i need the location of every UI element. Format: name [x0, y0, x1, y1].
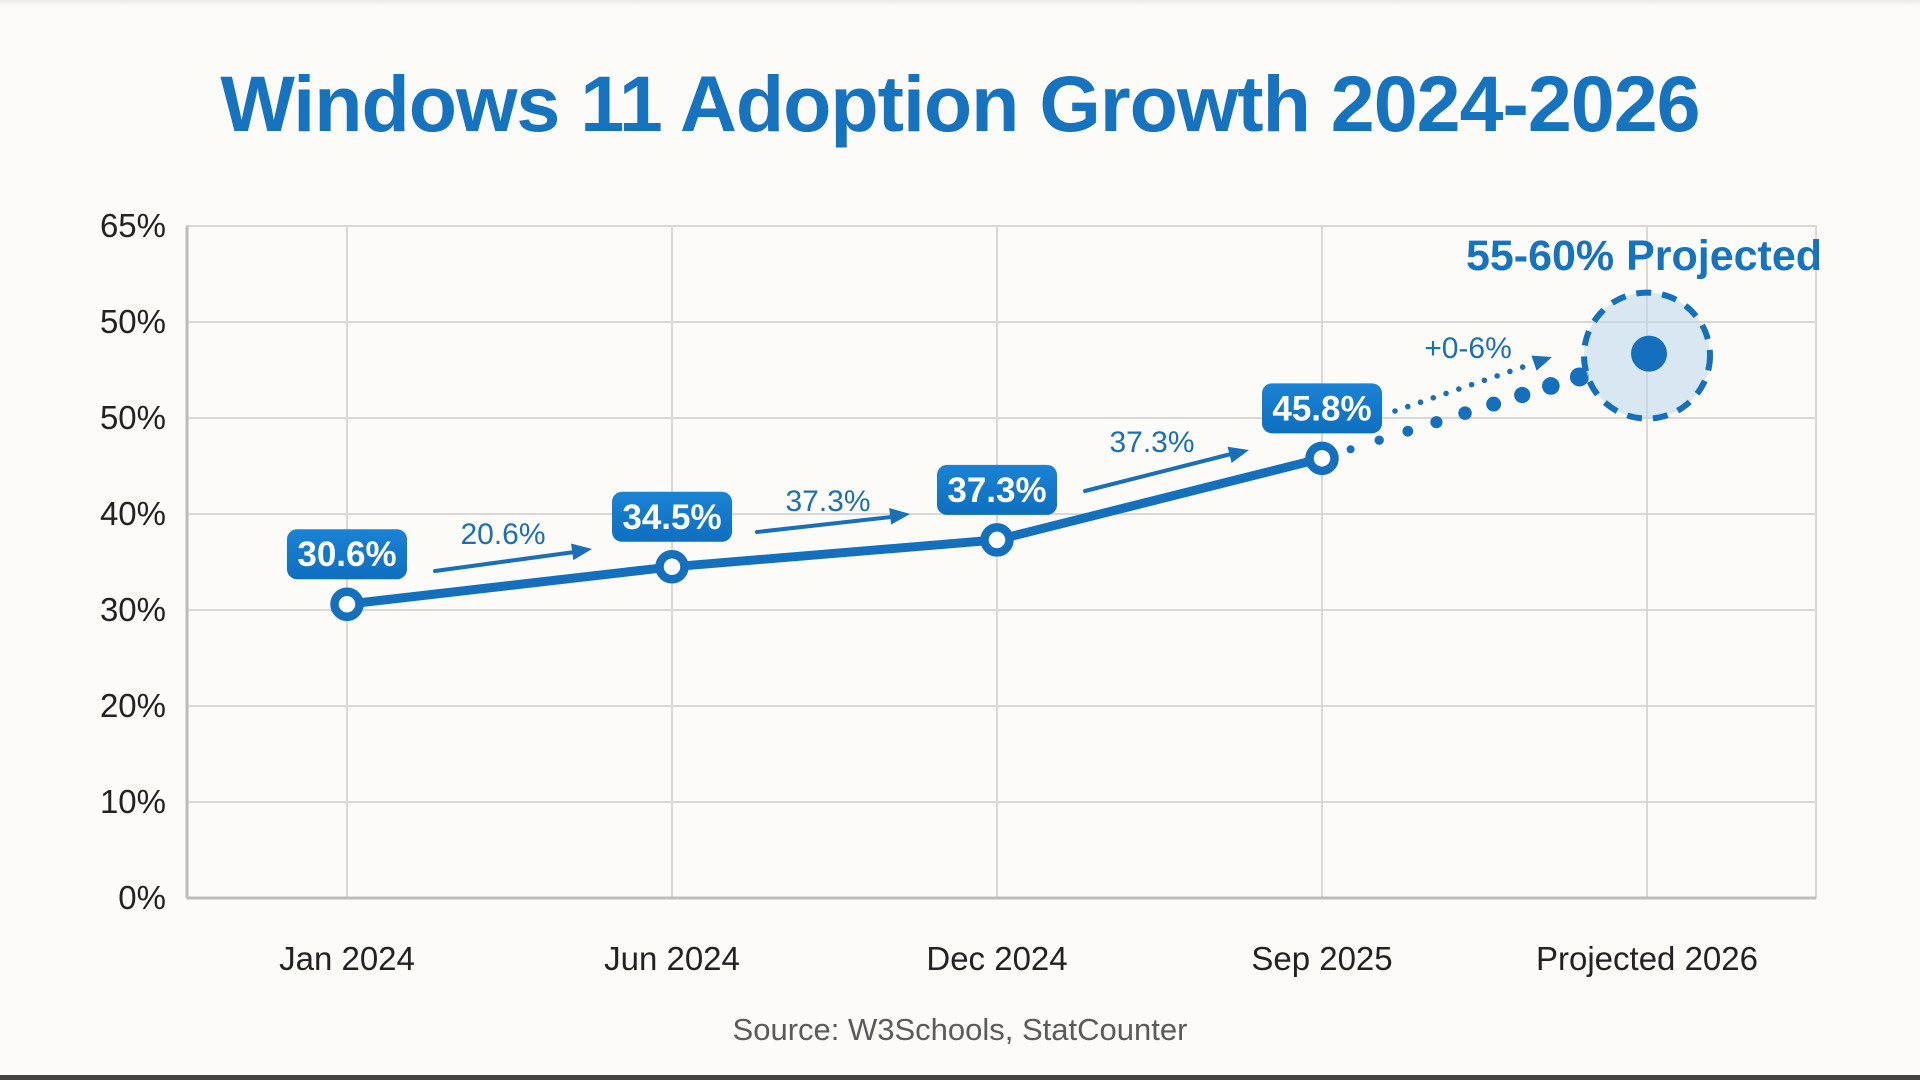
dotted-arrow-dot: [1417, 399, 1424, 406]
dotted-arrow-head: [1531, 355, 1552, 371]
projected-callout-label: 55-60% Projected: [1466, 232, 1822, 280]
x-tick-label: Jan 2024: [279, 940, 415, 977]
dotted-arrow-dot: [1392, 408, 1398, 414]
value-badge: [287, 529, 407, 580]
chart-title: Windows 11 Adoption Growth 2024-2026: [220, 59, 1700, 148]
growth-arrow: [1083, 450, 1241, 493]
projection-dot: [1430, 416, 1443, 429]
projection-dot: [1458, 406, 1472, 420]
projection-dot: [1569, 367, 1589, 387]
y-tick-label: 30%: [100, 591, 166, 628]
growth-arrow: [433, 549, 584, 573]
projection-dot: [1542, 377, 1560, 395]
projection-dot: [1514, 386, 1531, 404]
projection-dot: [1402, 425, 1414, 437]
dotted-arrow-dot: [1456, 386, 1462, 392]
y-tick-label: 65%: [100, 207, 166, 244]
growth-arrow-label: 37.3%: [1109, 426, 1194, 459]
growth-arrow-label: 20.6%: [460, 518, 545, 551]
y-tick-label: 10%: [100, 783, 166, 820]
value-badge-label: 37.3%: [947, 471, 1046, 510]
x-tick-label: Dec 2024: [926, 940, 1067, 977]
projection-dot: [1374, 435, 1384, 445]
y-tick-label: 0%: [118, 879, 166, 916]
dotted-arrow-dot: [1519, 364, 1526, 370]
bottom-edge-strip: [0, 1075, 1920, 1080]
growth-arrow: [755, 514, 902, 534]
dotted-arrow-dot: [1494, 373, 1500, 379]
value-badge: [612, 491, 732, 542]
data-point-marker: [1305, 441, 1339, 476]
x-tick-label: Sep 2025: [1251, 940, 1392, 977]
y-tick-label: 50%: [100, 303, 166, 340]
dotted-arrow-dot: [1507, 368, 1513, 375]
dotted-arrow-dot: [1443, 390, 1449, 397]
data-point-marker: [980, 523, 1014, 557]
projection-dot: [1346, 445, 1355, 454]
growth-arrow-label: 37.3%: [785, 485, 870, 518]
value-badge-label: 34.5%: [622, 498, 721, 537]
value-badge-box: [612, 491, 732, 542]
x-tick-label: Jun 2024: [604, 940, 740, 977]
projection-dot: [1486, 396, 1502, 412]
growth-arrow-head: [889, 507, 910, 525]
x-tick-label: Projected 2026: [1536, 940, 1758, 977]
dotted-arrow-dot: [1481, 377, 1488, 384]
y-tick-label: 20%: [100, 687, 166, 724]
value-badge-box: [287, 529, 407, 580]
plot-border: [186, 225, 1817, 899]
projected-point-dot: [1631, 335, 1667, 372]
data-point-marker: [330, 587, 364, 621]
value-badge-box: [1262, 383, 1382, 434]
y-tick-label: 50%: [100, 399, 166, 436]
growth-arrow-head: [571, 543, 592, 561]
source-caption: Source: W3Schools, StatCounter: [732, 1012, 1188, 1047]
value-badge: [1262, 383, 1382, 434]
y-tick-label: 40%: [100, 495, 166, 532]
growth-arrow-head: [1227, 446, 1249, 463]
value-badge: [937, 464, 1057, 515]
adoption-line: [342, 453, 1327, 609]
top-edge-strip: [0, 0, 1920, 7]
dotted-arrow-dot: [1430, 395, 1437, 401]
value-badge-label: 45.8%: [1272, 389, 1371, 428]
dotted-arrow-dot: [1468, 381, 1475, 388]
dotted-arrow-dot: [1404, 403, 1411, 410]
value-badge-label: 30.6%: [297, 535, 396, 574]
data-point-marker: [655, 550, 689, 584]
growth-arrow-label: +0-6%: [1424, 332, 1512, 365]
value-badge-box: [937, 464, 1057, 515]
